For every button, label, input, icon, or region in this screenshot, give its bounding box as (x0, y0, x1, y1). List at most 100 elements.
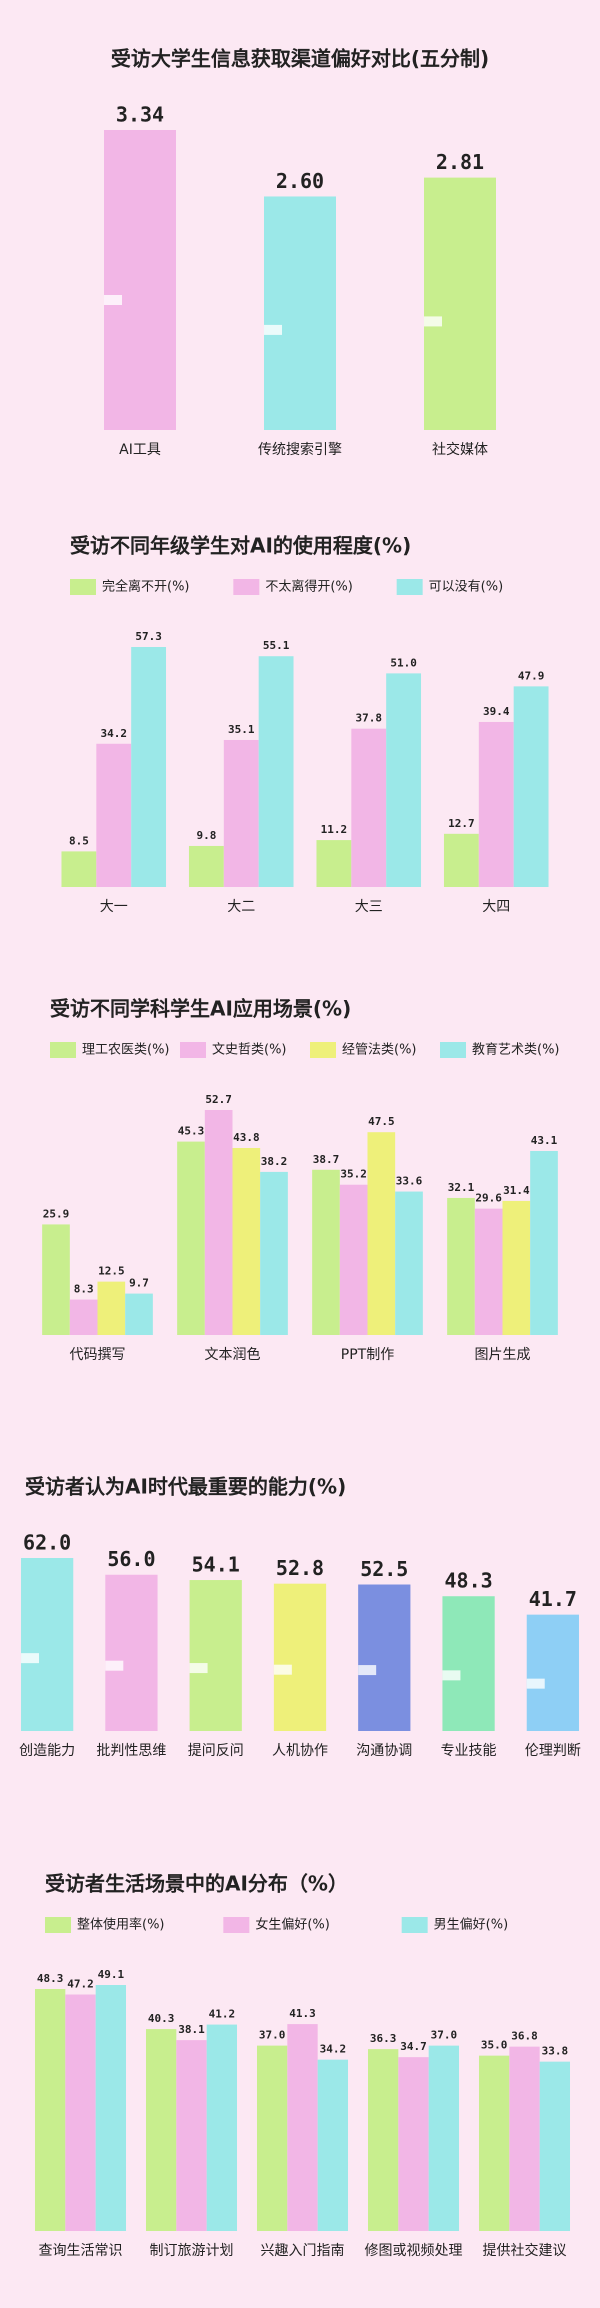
value-label: 51.0 (390, 656, 417, 669)
bar (189, 1580, 242, 1731)
value-label: 47.5 (368, 1115, 395, 1128)
bar (339, 1184, 368, 1335)
bar (42, 1224, 70, 1335)
bar (509, 2046, 540, 2231)
category-label: 图片生成 (475, 1347, 531, 1363)
legend-swatch (50, 1042, 76, 1058)
value-label: 49.1 (98, 1968, 125, 1981)
value-label: 47.9 (518, 669, 545, 682)
legend-label: 理工农医类(%) (82, 1043, 170, 1058)
legend-label: 文史哲类(%) (212, 1043, 287, 1058)
value-label: 43.8 (233, 1131, 260, 1144)
bar (367, 1132, 396, 1335)
bar (442, 1596, 495, 1731)
bar (478, 2055, 510, 2231)
value-label: 32.1 (448, 1181, 475, 1194)
legend-label: 经管法类(%) (342, 1043, 417, 1058)
bar (95, 1985, 127, 2231)
value-label: 52.7 (205, 1093, 232, 1106)
bar (188, 845, 224, 887)
value-label: 31.4 (503, 1184, 530, 1197)
category-label: 大四 (482, 899, 510, 915)
value-label: 36.8 (511, 2030, 538, 2043)
legend-swatch (223, 1917, 250, 1933)
bar (478, 721, 514, 887)
value-label: 38.1 (178, 2023, 205, 2036)
value-label: 54.1 (192, 1553, 240, 1577)
bar-notch (105, 1660, 124, 1671)
bar (125, 1293, 153, 1335)
value-label: 38.7 (313, 1153, 340, 1166)
value-label: 39.4 (483, 705, 510, 718)
bar (358, 1584, 411, 1731)
value-label: 41.3 (289, 2007, 316, 2020)
bar (502, 1200, 531, 1335)
bar (145, 2029, 177, 2231)
value-label: 45.3 (178, 1125, 205, 1138)
value-label: 34.2 (101, 727, 128, 740)
value-label: 57.3 (135, 630, 162, 643)
bar-notch (104, 295, 122, 305)
category-label: 创造能力 (19, 1743, 75, 1759)
value-label: 8.3 (74, 1283, 94, 1296)
chart-title: 受访大学生信息获取渠道偏好对比(五分制) (111, 47, 489, 71)
legend-swatch (233, 579, 260, 595)
bar-notch (442, 1670, 461, 1681)
category-label: PPT制作 (341, 1347, 394, 1363)
category-label: 文本润色 (205, 1346, 261, 1363)
value-label: 52.5 (360, 1557, 408, 1581)
bar (96, 743, 132, 887)
bar-notch (358, 1665, 377, 1676)
bar (204, 1110, 233, 1335)
value-label: 56.0 (107, 1547, 155, 1571)
value-label: 34.2 (320, 2043, 347, 2056)
bar (232, 1147, 261, 1335)
value-label: 3.34 (116, 103, 164, 127)
value-label: 11.2 (321, 823, 348, 836)
bar (223, 739, 259, 887)
category-label: 伦理判断 (525, 1743, 581, 1759)
category-label: 批判性思维 (96, 1743, 166, 1759)
value-label: 33.6 (396, 1175, 423, 1188)
value-label: 2.81 (436, 150, 484, 174)
value-label: 9.7 (129, 1277, 149, 1290)
legend-swatch (310, 1042, 336, 1058)
category-label: 修图或视频处理 (365, 2243, 463, 2259)
category-label: 人机协作 (272, 1743, 328, 1759)
legend-label: 不太离得开(%) (265, 579, 353, 595)
legend-swatch (180, 1042, 206, 1058)
category-label: 制订旅游计划 (150, 2243, 234, 2259)
bar-notch (273, 1664, 292, 1675)
bar (176, 2040, 207, 2231)
value-label: 12.5 (98, 1265, 125, 1278)
chart-title: 受访者生活场景中的AI分布（%） (45, 1872, 348, 1896)
category-label: 沟通协调 (356, 1743, 412, 1759)
bar-notch (21, 1653, 40, 1664)
bar (351, 728, 387, 887)
chart-title: 受访不同学科学生AI应用场景(%) (50, 997, 351, 1021)
chart-title: 受访不同年级学生对AI的使用程度(%) (70, 534, 411, 558)
bar (474, 1208, 503, 1335)
legend-label: 女生偏好(%) (255, 1917, 329, 1933)
legend-swatch (401, 1917, 428, 1933)
category-label: 代码撰写 (70, 1347, 126, 1363)
legend-swatch (45, 1917, 71, 1933)
value-label: 35.0 (481, 2039, 508, 2052)
value-label: 34.7 (400, 2040, 427, 2053)
bar (273, 1583, 327, 1731)
bar (105, 1574, 158, 1731)
value-label: 35.2 (340, 1168, 367, 1181)
legend-label: 男生偏好(%) (434, 1918, 509, 1933)
value-label: 47.2 (67, 1978, 94, 1991)
category-label: 大一 (100, 899, 128, 915)
category-label: 大二 (227, 899, 255, 915)
bar-notch (264, 324, 282, 335)
legend-label: 可以没有(%) (429, 580, 504, 595)
bar (131, 647, 167, 887)
bar (428, 2045, 460, 2231)
bar (206, 2024, 238, 2231)
bar (260, 1171, 288, 1335)
bar (513, 686, 549, 887)
category-label: 社交媒体 (432, 441, 488, 458)
